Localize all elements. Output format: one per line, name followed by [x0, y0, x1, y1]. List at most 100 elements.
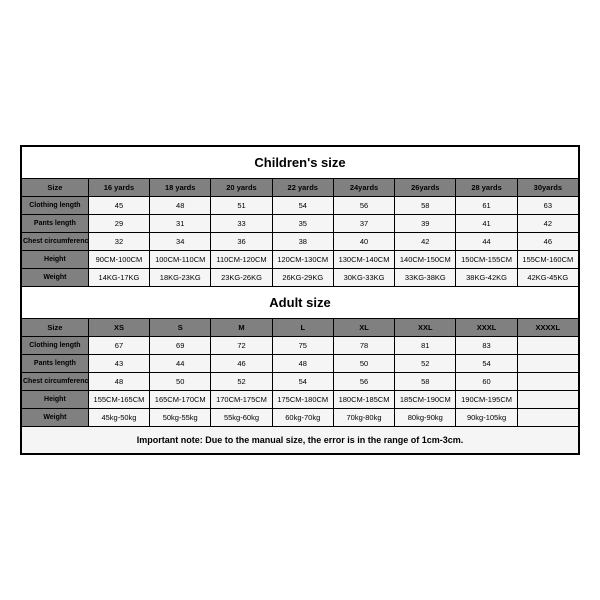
table-row: Pants length 29 31 33 35 37 39 41 42: [22, 215, 579, 233]
cell: 78: [333, 337, 394, 355]
col-header: L: [272, 319, 333, 337]
cell: [517, 337, 578, 355]
cell: 90kg-105kg: [456, 409, 517, 427]
cell: 46: [211, 355, 272, 373]
cell: 120CM-130CM: [272, 251, 333, 269]
cell: 180CM-185CM: [333, 391, 394, 409]
cell: 44: [456, 233, 517, 251]
adult-header-row: Size XS S M L XL XXL XXXL XXXXL: [22, 319, 579, 337]
adult-title: Adult size: [22, 287, 579, 319]
cell: 35: [272, 215, 333, 233]
cell: 56: [333, 373, 394, 391]
cell: 30KG-33KG: [333, 269, 394, 287]
cell: 170CM-175CM: [211, 391, 272, 409]
cell: 42: [517, 215, 578, 233]
col-header: 16 yards: [88, 179, 149, 197]
col-header: 24yards: [333, 179, 394, 197]
cell: 155CM-160CM: [517, 251, 578, 269]
table-row: Chest circumference 1/2 32 34 36 38 40 4…: [22, 233, 579, 251]
col-header: 18 yards: [150, 179, 211, 197]
cell: 26KG-29KG: [272, 269, 333, 287]
cell: 48: [272, 355, 333, 373]
cell: 165CM-170CM: [150, 391, 211, 409]
cell: 42: [395, 233, 456, 251]
cell: 50kg-55kg: [150, 409, 211, 427]
table-row: Height 90CM-100CM 100CM-110CM 110CM-120C…: [22, 251, 579, 269]
row-label: Height: [22, 391, 89, 409]
cell: 90CM-100CM: [88, 251, 149, 269]
cell: 38: [272, 233, 333, 251]
cell: 150CM-155CM: [456, 251, 517, 269]
cell: 140CM-150CM: [395, 251, 456, 269]
size-table: Children's size Size 16 yards 18 yards 2…: [21, 146, 579, 454]
table-row: Chest circumference 1/2 48 50 52 54 56 5…: [22, 373, 579, 391]
row-label: Clothing length: [22, 197, 89, 215]
cell: 40: [333, 233, 394, 251]
cell: 33: [211, 215, 272, 233]
col-header: M: [211, 319, 272, 337]
table-row: Pants length 43 44 46 48 50 52 54: [22, 355, 579, 373]
cell: 48: [88, 373, 149, 391]
cell: 155CM-165CM: [88, 391, 149, 409]
col-header: 20 yards: [211, 179, 272, 197]
row-label: Pants length: [22, 215, 89, 233]
cell: 63: [517, 197, 578, 215]
cell: 81: [395, 337, 456, 355]
cell: 38KG-42KG: [456, 269, 517, 287]
col-header: XXXXL: [517, 319, 578, 337]
important-note: Important note: Due to the manual size, …: [22, 427, 579, 454]
table-row: Clothing length 45 48 51 54 56 58 61 63: [22, 197, 579, 215]
cell: [517, 355, 578, 373]
cell: 54: [456, 355, 517, 373]
cell: 54: [272, 197, 333, 215]
cell: 50: [333, 355, 394, 373]
cell: 50: [150, 373, 211, 391]
cell: [517, 391, 578, 409]
cell: 32: [88, 233, 149, 251]
cell: 185CM-190CM: [395, 391, 456, 409]
cell: 45: [88, 197, 149, 215]
cell: 41: [456, 215, 517, 233]
cell: 54: [272, 373, 333, 391]
cell: 45kg-50kg: [88, 409, 149, 427]
cell: 14KG-17KG: [88, 269, 149, 287]
table-row: Weight 45kg-50kg 50kg-55kg 55kg-60kg 60k…: [22, 409, 579, 427]
col-header: XS: [88, 319, 149, 337]
cell: 29: [88, 215, 149, 233]
cell: 52: [395, 355, 456, 373]
cell: 110CM-120CM: [211, 251, 272, 269]
cell: 58: [395, 373, 456, 391]
col-header: XL: [333, 319, 394, 337]
cell: 44: [150, 355, 211, 373]
row-label: Weight: [22, 269, 89, 287]
children-title: Children's size: [22, 147, 579, 179]
row-label: Pants length: [22, 355, 89, 373]
cell: 52: [211, 373, 272, 391]
size-chart-container: Children's size Size 16 yards 18 yards 2…: [20, 145, 580, 455]
table-row: Clothing length 67 69 72 75 78 81 83: [22, 337, 579, 355]
cell: 58: [395, 197, 456, 215]
cell: 23KG-26KG: [211, 269, 272, 287]
col-header: 30yards: [517, 179, 578, 197]
cell: 36: [211, 233, 272, 251]
cell: 100CM-110CM: [150, 251, 211, 269]
cell: 75: [272, 337, 333, 355]
cell: 130CM-140CM: [333, 251, 394, 269]
cell: 190CM-195CM: [456, 391, 517, 409]
cell: 34: [150, 233, 211, 251]
cell: 42KG-45KG: [517, 269, 578, 287]
cell: 175CM-180CM: [272, 391, 333, 409]
col-header: 22 yards: [272, 179, 333, 197]
cell: 46: [517, 233, 578, 251]
cell: 31: [150, 215, 211, 233]
cell: 70kg-80kg: [333, 409, 394, 427]
cell: 83: [456, 337, 517, 355]
cell: 56: [333, 197, 394, 215]
cell: 37: [333, 215, 394, 233]
col-header: 26yards: [395, 179, 456, 197]
cell: 18KG-23KG: [150, 269, 211, 287]
cell: 67: [88, 337, 149, 355]
cell: 51: [211, 197, 272, 215]
col-header: Size: [22, 319, 89, 337]
row-label: Weight: [22, 409, 89, 427]
